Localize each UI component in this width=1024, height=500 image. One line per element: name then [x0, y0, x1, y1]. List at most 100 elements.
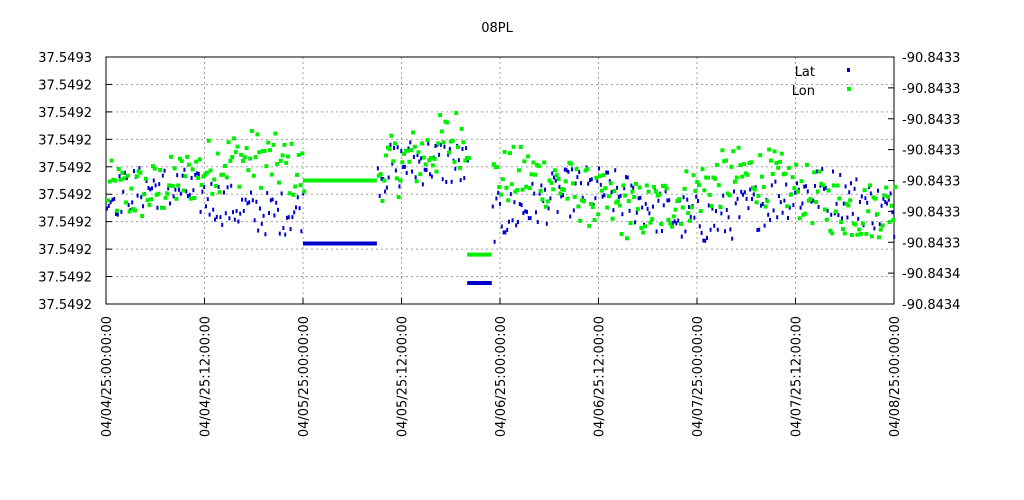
data-point: [457, 166, 462, 171]
data-point: [389, 133, 394, 138]
data-point: [445, 179, 448, 184]
data-point: [513, 200, 516, 205]
data-point: [197, 172, 200, 177]
y-right-tick-label: -90.8433: [902, 82, 960, 97]
data-point: [731, 236, 734, 241]
data-point: [581, 199, 586, 204]
data-point: [507, 151, 512, 156]
data-point: [454, 110, 459, 115]
data-point: [794, 190, 797, 195]
data-point: [776, 165, 781, 170]
data-point: [298, 183, 303, 188]
data-point: [122, 189, 125, 194]
chart-title: 08PL: [481, 21, 513, 36]
data-point: [821, 167, 824, 172]
data-point: [700, 167, 705, 172]
data-point: [107, 203, 110, 208]
data-point: [702, 188, 707, 193]
data-point: [384, 189, 387, 194]
data-point: [666, 198, 669, 203]
data-point: [409, 140, 412, 145]
data-point: [875, 212, 880, 217]
data-point: [172, 166, 177, 171]
data-point: [804, 162, 809, 167]
data-point: [810, 199, 813, 204]
data-point: [226, 185, 229, 190]
data-point: [152, 178, 155, 183]
data-point: [282, 226, 285, 231]
data-point: [210, 181, 213, 186]
data-point: [260, 221, 263, 226]
data-point: [268, 211, 270, 216]
data-point: [603, 193, 606, 198]
data-point: [524, 184, 529, 189]
data-point: [466, 158, 469, 163]
data-point: [552, 175, 555, 180]
data-point: [298, 206, 301, 211]
data-point: [601, 194, 604, 199]
data-point: [558, 191, 563, 196]
data-point: [644, 183, 649, 188]
data-point: [228, 216, 231, 221]
data-point: [848, 198, 853, 203]
data-point: [686, 197, 689, 202]
data-point: [702, 238, 705, 243]
data-point: [563, 167, 566, 172]
data-point: [456, 145, 461, 150]
data-point: [527, 186, 532, 191]
data-point: [432, 156, 437, 161]
data-point: [436, 141, 441, 146]
data-point: [578, 218, 583, 223]
data-point: [869, 234, 874, 239]
data-point: [511, 144, 516, 149]
data-point: [635, 210, 638, 215]
data-point: [617, 203, 622, 208]
x-axis: 04/04/25:00:00:00 04/04/25:12:00:00 04/05/…: [100, 298, 903, 437]
data-point: [547, 206, 550, 211]
data-point: [248, 156, 253, 161]
data-point: [268, 148, 272, 153]
data-point: [233, 217, 236, 222]
data-point: [774, 160, 779, 165]
data-point: [389, 142, 392, 147]
data-point: [206, 197, 209, 202]
data-point: [882, 196, 885, 201]
data-point: [570, 181, 575, 186]
data-point: [174, 187, 177, 192]
data-point: [215, 214, 218, 219]
data-point: [713, 176, 718, 181]
data-point: [438, 152, 441, 157]
data-point: [603, 186, 608, 191]
data-point: [846, 215, 849, 220]
data-point: [785, 182, 788, 187]
data-point: [880, 203, 883, 208]
data-point: [569, 214, 572, 219]
data-point: [767, 212, 770, 217]
data-point: [655, 229, 658, 234]
data-point: [239, 211, 242, 216]
data-point: [226, 140, 231, 145]
data-point: [291, 192, 296, 197]
data-point: [140, 195, 143, 200]
data-point: [599, 182, 602, 187]
data-point: [300, 151, 305, 156]
data-point: [633, 181, 638, 186]
x-tick-label: 04/08/25:00:00:00: [888, 316, 903, 437]
data-point: [705, 175, 710, 180]
data-point: [569, 161, 574, 166]
data-point: [208, 168, 213, 173]
data-point: [507, 219, 510, 224]
data-point: [434, 144, 437, 149]
data-point: [393, 141, 398, 146]
data-point: [777, 194, 780, 199]
legend-label-lat: Lat: [795, 65, 815, 80]
data-point: [605, 205, 610, 210]
data-point: [815, 189, 820, 194]
data-point: [113, 196, 116, 201]
data-point: [232, 210, 234, 215]
data-point: [271, 142, 276, 147]
data-point: [500, 177, 505, 182]
data-point: [145, 179, 148, 184]
data-point: [232, 136, 236, 141]
data-point: [885, 201, 888, 206]
